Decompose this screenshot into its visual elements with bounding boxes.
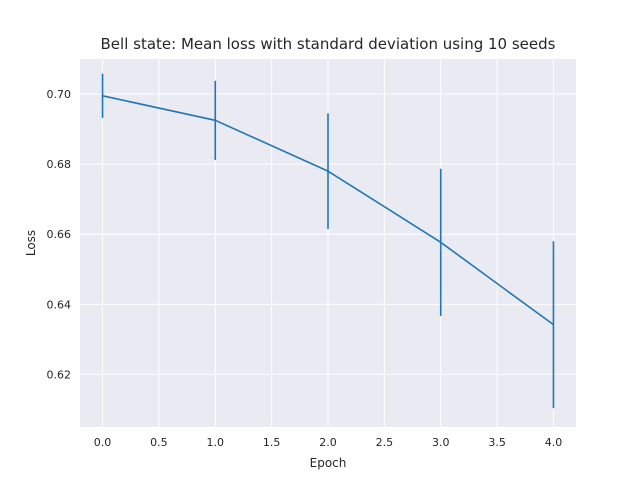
x-tick-label: 3.0 (432, 436, 450, 449)
x-tick-label: 0.5 (150, 436, 168, 449)
y-tick-label: 0.70 (47, 88, 72, 101)
y-axis-label: Loss (24, 230, 38, 256)
loss-series-line (102, 95, 554, 326)
y-tick-label: 0.66 (47, 228, 72, 241)
x-tick-label: 2.5 (376, 436, 394, 449)
x-tick-labels: 0.0 0.5 1.0 1.5 2.0 2.5 3.0 3.5 4.0 (94, 436, 562, 449)
x-tick-label: 1.5 (263, 436, 281, 449)
x-tick-label: 0.0 (94, 436, 112, 449)
chart-title: Bell state: Mean loss with standard devi… (101, 35, 556, 53)
x-tick-label: 3.5 (488, 436, 506, 449)
y-tick-label: 0.64 (47, 298, 72, 311)
y-tick-labels: 0.62 0.64 0.66 0.68 0.70 (47, 88, 72, 381)
x-tick-label: 1.0 (207, 436, 225, 449)
x-tick-label: 2.0 (319, 436, 337, 449)
x-axis-label: Epoch (310, 456, 347, 470)
series-lines (102, 95, 554, 326)
y-tick-label: 0.68 (47, 158, 72, 171)
y-tick-label: 0.62 (47, 368, 72, 381)
x-tick-label: 4.0 (545, 436, 563, 449)
